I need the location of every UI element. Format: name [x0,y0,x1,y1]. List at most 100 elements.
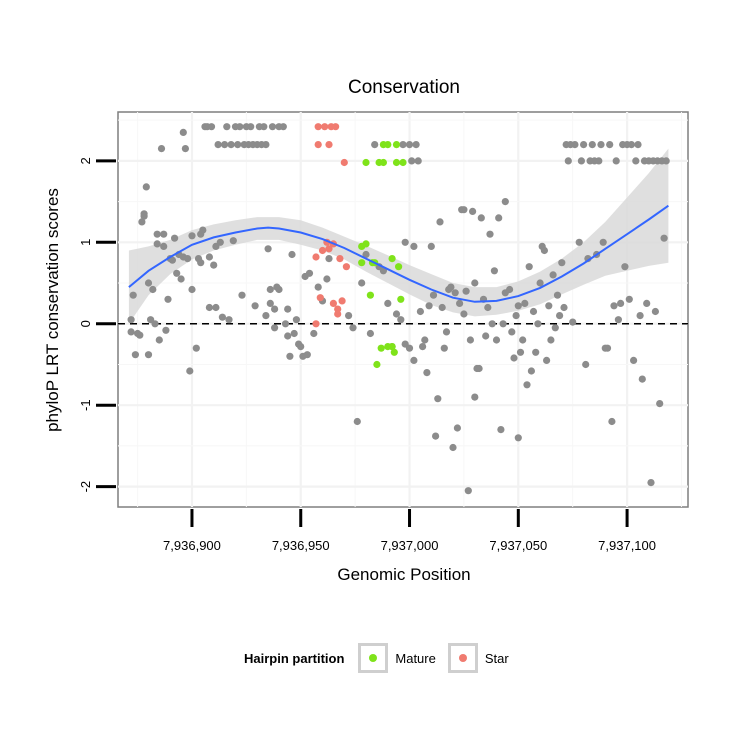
point-other [236,123,244,131]
point-other [127,328,135,336]
point-other [160,242,168,250]
point-other [497,426,505,434]
point-other [651,307,660,316]
point-other [549,271,557,279]
point-other [140,212,148,220]
point-other [188,232,196,240]
point-star [312,320,320,328]
point-other [636,312,644,320]
point-other [510,354,518,362]
point-other [425,302,433,310]
point-other [164,295,172,303]
point-other [410,356,418,364]
point-other [271,305,279,313]
point-other [221,141,229,149]
point-other [588,141,596,149]
point-other [401,238,409,246]
legend-label-star: Star [484,650,509,666]
point-other [529,307,538,316]
point-other [471,279,479,287]
point-other [223,123,231,131]
point-other [303,351,311,359]
confidence-band [128,148,669,324]
point-other [564,157,572,165]
point-other [475,364,483,373]
point-other [238,291,246,299]
point-other [577,157,586,165]
point-other [284,305,292,313]
point-other [186,367,194,375]
point-other [477,214,485,222]
point-star [321,123,329,131]
point-mature [358,259,366,267]
point-other [358,279,366,287]
point-other [416,307,424,316]
point-other [160,230,168,238]
point-mature [377,344,385,352]
point-other [162,326,170,334]
point-other [399,141,407,149]
point-other [419,343,427,351]
point-other [606,141,614,149]
point-other [205,303,213,312]
point-other [197,259,205,267]
point-other [575,238,583,246]
point-other [488,320,496,328]
x-axis-label: Genomic Position [337,565,470,584]
point-other [608,417,616,426]
point-other [218,313,226,321]
point-other [384,299,392,307]
point-mature [388,343,396,351]
point-other [138,218,146,226]
point-other [630,356,638,364]
legend-item-star: Star [447,643,513,673]
point-other [569,318,577,326]
point-other [436,218,444,226]
point-other [484,303,492,312]
point-other [281,320,290,328]
legend-key-mature [358,643,389,673]
point-other [621,263,629,271]
point-other [534,320,542,328]
point-other [460,206,468,214]
point-other [168,256,176,264]
point-other [582,360,590,369]
point-mature [392,158,401,167]
y-tick-label: 0 [78,320,93,327]
y-tick-label: -2 [78,481,93,493]
point-other [617,299,625,307]
point-star [338,297,346,305]
point-other [516,348,525,356]
point-other [427,242,435,250]
point-other [545,302,553,310]
point-other [508,328,516,336]
x-tick-label: 7,936,900 [163,538,221,553]
legend-label-mature: Mature [395,650,436,666]
point-other [225,316,233,324]
point-star [325,245,333,253]
point-other [212,303,220,312]
point-star [336,255,344,263]
point-other [453,424,461,432]
point-other [266,285,274,294]
point-other [266,299,274,307]
point-star [329,299,337,307]
point-other [492,336,501,344]
point-other [662,157,670,165]
point-other [540,246,549,255]
legend-title: Hairpin partition [244,650,345,666]
point-other [414,157,422,165]
point-other [638,375,646,383]
point-other [392,310,401,318]
point-other [216,238,224,246]
point-mature [392,141,401,149]
point-other [275,285,283,294]
point-other [462,287,470,295]
point-other [471,393,479,401]
point-mature [362,240,370,248]
y-tick-label: 2 [78,157,93,164]
point-star [314,141,322,149]
point-other [536,279,544,287]
point-other [521,299,529,307]
plot-panel [117,111,689,508]
